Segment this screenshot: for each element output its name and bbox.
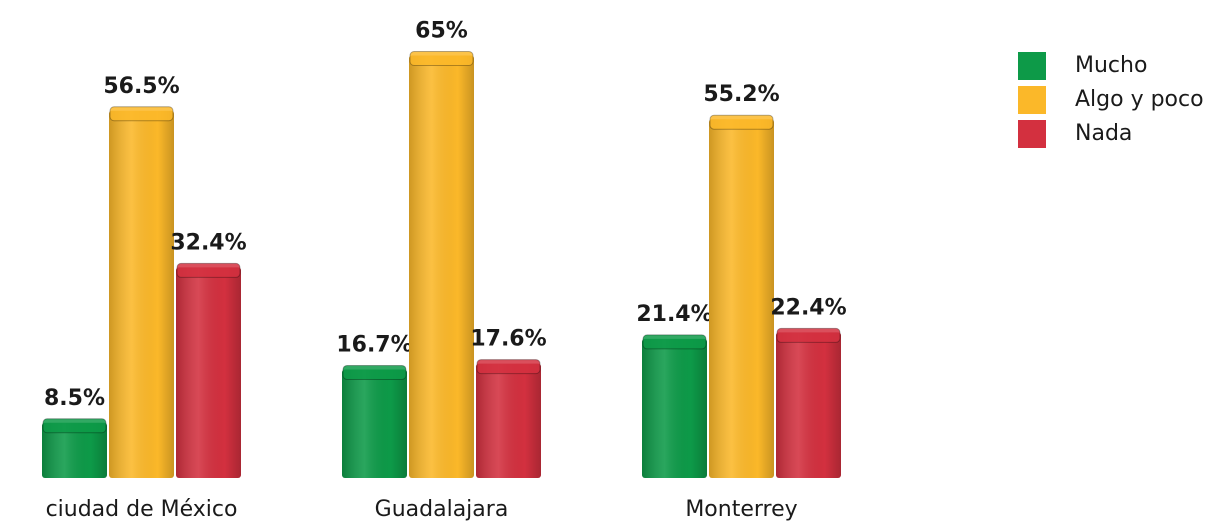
x-tick-label: Guadalajara	[375, 497, 509, 522]
bar-shade	[709, 119, 774, 478]
value-label: 17.6%	[470, 327, 546, 352]
value-label: 21.4%	[636, 302, 712, 327]
legend-label: Nada	[1075, 121, 1132, 146]
legend-swatch	[1018, 120, 1046, 148]
bar-shade	[109, 110, 174, 478]
bar-top	[342, 364, 407, 380]
value-label: 16.7%	[336, 332, 412, 357]
value-label: 8.5%	[44, 386, 105, 411]
legend-label: Mucho	[1075, 53, 1147, 78]
bar-top	[642, 334, 707, 350]
bar-top	[109, 106, 174, 122]
value-label: 56.5%	[103, 74, 179, 99]
bar-shade	[409, 55, 474, 478]
bar-shade	[476, 363, 541, 478]
bar-top	[42, 418, 107, 434]
value-label: 22.4%	[770, 295, 846, 320]
bar-shade	[42, 422, 107, 478]
bar-shade	[642, 338, 707, 478]
legend-swatch	[1018, 52, 1046, 80]
value-label: 55.2%	[703, 82, 779, 107]
bar-top	[176, 262, 241, 278]
x-tick-label: Monterrey	[685, 497, 797, 522]
bar-shade	[176, 267, 241, 478]
value-label: 65%	[415, 19, 468, 44]
bar-top	[409, 51, 474, 66]
legend-label: Algo y poco	[1075, 87, 1204, 112]
bar-top	[776, 327, 841, 343]
bar-shade	[776, 332, 841, 478]
value-label: 32.4%	[170, 230, 246, 255]
bar-top	[476, 359, 541, 375]
bar-top	[709, 114, 774, 130]
legend-swatch	[1018, 86, 1046, 114]
x-tick-label: ciudad de México	[46, 497, 238, 522]
bar-shade	[342, 369, 407, 478]
